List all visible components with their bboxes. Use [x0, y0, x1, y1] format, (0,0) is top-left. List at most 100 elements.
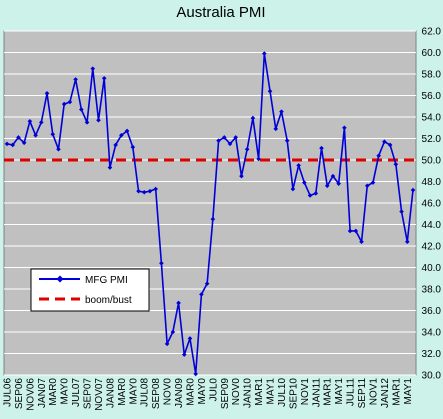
y-tick-label: 62.0 [422, 27, 442, 38]
mfg-pmi-point [50, 131, 56, 137]
mfg-pmi-point [10, 142, 16, 148]
mfg-pmi-point [39, 120, 44, 125]
x-tick-label: SEP06 [14, 378, 25, 410]
x-tick-label: NOV06 [25, 378, 36, 411]
y-tick-label: 56.0 [422, 91, 442, 102]
mfg-pmi-point [67, 99, 73, 105]
mfg-pmi-point [262, 51, 267, 56]
mfg-pmi-point [256, 156, 261, 162]
x-tick-label: SEP09 [220, 378, 231, 410]
y-tick-label: 54.0 [422, 113, 442, 124]
mfg-pmi-point [84, 120, 90, 125]
y-tick-label: 32.0 [422, 349, 442, 360]
mfg-pmi-point [302, 180, 307, 185]
y-tick-label: 50.0 [422, 156, 442, 167]
mfg-pmi-point [124, 128, 130, 134]
mfg-pmi-point [319, 145, 324, 151]
x-tick-label: JUL11 [346, 378, 357, 407]
mfg-pmi-point [159, 260, 164, 266]
mfg-pmi-point [370, 180, 376, 185]
y-tick-label: 38.0 [422, 285, 442, 296]
x-tick-label: MAR1 [391, 378, 402, 406]
x-tick-label: MAY1 [266, 378, 277, 405]
x-tick-label: JUL07 [71, 378, 82, 407]
mfg-pmi-point [387, 142, 393, 148]
mfg-pmi-point [141, 189, 147, 195]
mfg-pmi-point [79, 107, 84, 112]
legend-mfg-label: MFG PMI [85, 275, 128, 286]
x-axis-ticks: JUL06 SEP06 NOV06 JAN07 MAR0 MAY0 JUL07 SEP07 NO… [3, 378, 414, 411]
x-tick-label: JUL06 [3, 378, 14, 407]
mfg-pmi-point [221, 135, 227, 140]
gridlines [4, 30, 416, 376]
mfg-pmi-point [227, 141, 233, 147]
mfg-pmi-point [399, 209, 404, 214]
mfg-pmi-point [273, 126, 279, 132]
mfg-pmi-point [233, 135, 239, 140]
mfg-pmi-point [107, 165, 113, 170]
mfg-pmi-point [239, 173, 244, 179]
mfg-pmi-point [250, 115, 256, 121]
mfg-pmi-point [404, 239, 410, 244]
legend-box [30, 268, 150, 312]
mfg-pmi-layer [4, 51, 416, 377]
x-tick-label: JUL0 [208, 378, 219, 402]
x-tick-label: NOV07 [94, 378, 105, 411]
mfg-pmi-point [176, 300, 181, 306]
mfg-pmi-point [393, 162, 399, 167]
mfg-pmi-point [170, 329, 176, 335]
mfg-pmi-point [113, 142, 118, 148]
mfg-pmi-point [44, 91, 50, 96]
mfg-pmi-point [136, 188, 141, 194]
mfg-pmi-point [410, 187, 416, 193]
y-tick-label: 40.0 [422, 263, 442, 274]
x-tick-label: JAN08 [105, 378, 116, 408]
mfg-pmi-point [181, 352, 187, 357]
mfg-pmi-point [73, 77, 78, 82]
chart-title: Australia PMI [176, 4, 265, 21]
x-tick-label: NOV0 [231, 378, 242, 406]
y-tick-label: 42.0 [422, 242, 442, 253]
mfg-pmi-point [210, 216, 216, 222]
mfg-pmi-point [216, 138, 221, 143]
x-tick-label: MAR0 [185, 378, 196, 406]
mfg-pmi-point [61, 101, 67, 107]
x-tick-label: JAN11 [311, 378, 322, 408]
x-tick-label: SEP10 [288, 378, 299, 410]
y-tick-label: 46.0 [422, 199, 442, 210]
y-tick-label: 44.0 [422, 220, 442, 231]
mfg-pmi-point [353, 228, 359, 234]
mfg-pmi-point [376, 153, 381, 158]
mfg-pmi-point [204, 281, 210, 286]
x-tick-label: MAY0 [197, 378, 208, 405]
x-tick-label: MAY0 [60, 378, 71, 405]
mfg-pmi-point [336, 181, 341, 186]
legend-boom-label: boom/bust [85, 295, 132, 306]
mfg-pmi-point [279, 109, 284, 114]
y-tick-label: 58.0 [422, 70, 442, 81]
legend: MFG PMI boom/bust [30, 268, 150, 312]
mfg-pmi-point [284, 138, 290, 143]
mfg-pmi-point [4, 141, 10, 147]
mfg-pmi-point [33, 132, 38, 138]
x-tick-label: JUL08 [140, 378, 151, 407]
y-tick-label: 60.0 [422, 48, 442, 59]
y-tick-label: 30.0 [422, 371, 442, 382]
x-tick-label: MAY1 [334, 378, 345, 405]
mfg-pmi-point [96, 117, 101, 123]
x-tick-label: MAR1 [254, 378, 265, 406]
mfg-pmi-point [296, 163, 301, 168]
mfg-pmi-point [21, 140, 27, 146]
x-tick-label: JAN12 [380, 378, 391, 408]
mfg-pmi-point [56, 146, 61, 152]
mfg-pmi-point [267, 88, 273, 94]
mfg-pmi-point [324, 183, 330, 189]
y-tick-label: 52.0 [422, 134, 442, 145]
mfg-pmi-point [27, 119, 33, 124]
x-tick-label: SEP08 [151, 378, 162, 410]
mfg-pmi-point [164, 341, 170, 347]
mfg-pmi-point [119, 132, 124, 138]
mfg-pmi-point [364, 183, 370, 189]
